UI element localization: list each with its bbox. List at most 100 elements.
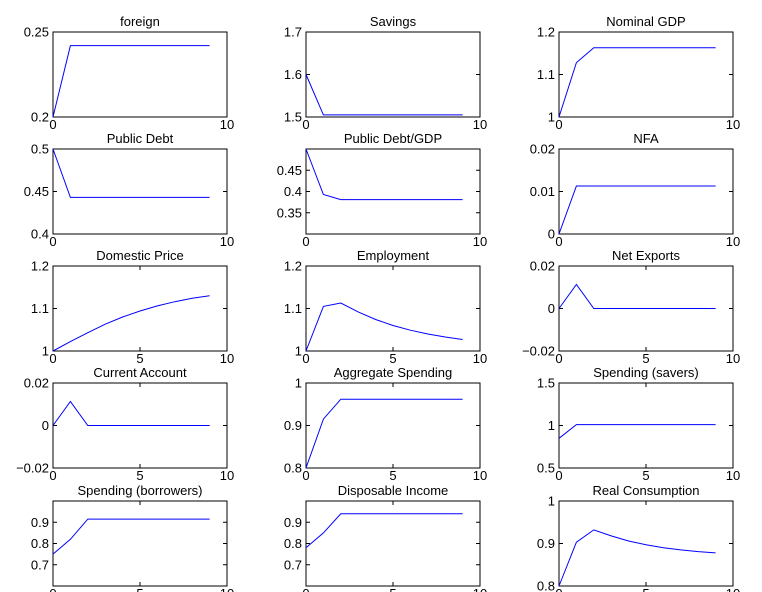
x-tick-label: 0 — [555, 586, 562, 592]
panel-title: Public Debt — [107, 131, 174, 146]
series-line — [558, 283, 716, 309]
x-tick-label: 0 — [302, 586, 309, 592]
y-tick-label: 0 — [42, 418, 49, 433]
y-tick-label: 0.9 — [284, 418, 302, 433]
x-tick-label: 0 — [555, 351, 562, 366]
series-line — [558, 424, 716, 439]
series-line — [305, 398, 463, 469]
x-tick-label: 10 — [726, 586, 740, 592]
x-tick-label: 0 — [49, 234, 56, 249]
y-tick-label: 1 — [42, 344, 49, 359]
x-tick-label: 0 — [302, 351, 309, 366]
series-line — [52, 518, 210, 555]
x-tick-label: 10 — [726, 234, 740, 249]
plot-frame — [52, 500, 228, 587]
y-tick-label: 0 — [548, 301, 555, 316]
y-tick-label: 1.1 — [284, 301, 302, 316]
x-tick-label: 0 — [302, 468, 309, 483]
panel-11: Aggregate Spending 0 5 10 0.8 0.9 1 — [284, 365, 487, 483]
plot-frame — [558, 382, 734, 469]
series-line — [558, 529, 716, 587]
series-line — [305, 302, 463, 352]
y-tick-label: 0.8 — [31, 536, 49, 551]
plot-frame — [558, 31, 734, 118]
panel-title: Disposable Income — [338, 483, 449, 498]
x-tick-label: 10 — [220, 351, 234, 366]
x-tick-label: 10 — [726, 117, 740, 132]
y-tick-label: 0.8 — [537, 579, 555, 592]
panel-title: Current Account — [93, 365, 187, 380]
panel-title: Employment — [357, 248, 430, 263]
y-tick-label: 1.7 — [284, 25, 302, 40]
plot-frame — [305, 265, 481, 352]
x-tick-label: 0 — [49, 468, 56, 483]
x-tick-label: 10 — [473, 234, 487, 249]
x-tick-label: 10 — [473, 468, 487, 483]
y-tick-label: 0 — [548, 227, 555, 242]
panel-1: foreign 0 10 0.2 0.25 — [24, 14, 235, 132]
y-tick-label: 0.9 — [537, 536, 555, 551]
panel-5: Public Debt/GDP 0 10 0.35 0.4 0.45 — [277, 131, 488, 249]
panel-title: Spending (borrowers) — [77, 483, 202, 498]
panel-7: Domestic Price 0 5 10 1 1.1 1.2 — [31, 248, 234, 366]
panel-14: Disposable Income 0 5 10 0.7 0.8 0.9 — [284, 483, 487, 592]
y-tick-label: 1.5 — [284, 110, 302, 125]
y-tick-label: 1.1 — [31, 301, 49, 316]
x-tick-label: 0 — [555, 234, 562, 249]
plot-frame — [305, 31, 481, 118]
series-line — [305, 513, 463, 549]
panel-title: Aggregate Spending — [334, 365, 453, 380]
series-line — [52, 400, 210, 426]
x-tick-label: 5 — [136, 586, 143, 592]
plot-frame — [305, 148, 481, 235]
x-tick-label: 0 — [49, 586, 56, 592]
x-tick-label: 0 — [302, 117, 309, 132]
y-tick-label: −0.02 — [522, 344, 555, 359]
plot-frame — [558, 500, 734, 587]
x-tick-label: 10 — [220, 117, 234, 132]
x-tick-label: 10 — [220, 586, 234, 592]
series-line — [558, 47, 716, 118]
panel-title: Net Exports — [612, 248, 680, 263]
x-tick-label: 5 — [642, 351, 649, 366]
y-tick-label: 1.2 — [31, 259, 49, 274]
x-tick-label: 10 — [473, 351, 487, 366]
y-tick-label: 1.2 — [284, 259, 302, 274]
x-tick-label: 5 — [389, 468, 396, 483]
plot-frame — [52, 265, 228, 352]
y-tick-label: 0.9 — [31, 515, 49, 530]
series-line — [305, 148, 463, 201]
y-tick-label: 0.8 — [284, 536, 302, 551]
series-line — [52, 148, 210, 198]
plot-frame — [52, 31, 228, 118]
x-tick-label: 10 — [726, 351, 740, 366]
x-tick-label: 5 — [642, 468, 649, 483]
panel-3: Nominal GDP 0 10 1 1.1 1.2 — [537, 14, 740, 132]
y-tick-label: 1.5 — [537, 376, 555, 391]
x-tick-label: 10 — [220, 468, 234, 483]
x-tick-label: 5 — [642, 586, 649, 592]
y-tick-label: 0.7 — [284, 557, 302, 572]
panel-4: Public Debt 0 10 0.4 0.45 0.5 — [24, 131, 235, 249]
x-tick-label: 10 — [473, 117, 487, 132]
y-tick-label: 1 — [295, 376, 302, 391]
panel-15: Real Consumption 0 5 10 0.8 0.9 1 — [537, 483, 740, 592]
panel-title: Domestic Price — [96, 248, 183, 263]
y-tick-label: 1 — [295, 344, 302, 359]
plot-frame — [305, 382, 481, 469]
panel-title: Savings — [370, 14, 417, 29]
x-tick-label: 5 — [136, 351, 143, 366]
panel-title: foreign — [120, 14, 160, 29]
y-tick-label: 0.45 — [277, 163, 302, 178]
series-line — [52, 45, 210, 118]
y-tick-label: 0.02 — [530, 142, 555, 157]
plot-frame — [305, 500, 481, 587]
x-tick-label: 10 — [726, 468, 740, 483]
x-tick-label: 0 — [302, 234, 309, 249]
y-tick-label: 0.5 — [537, 461, 555, 476]
x-tick-label: 5 — [389, 586, 396, 592]
y-tick-label: 1.6 — [284, 67, 302, 82]
y-tick-label: 1.1 — [537, 67, 555, 82]
y-tick-label: 0.4 — [284, 184, 302, 199]
